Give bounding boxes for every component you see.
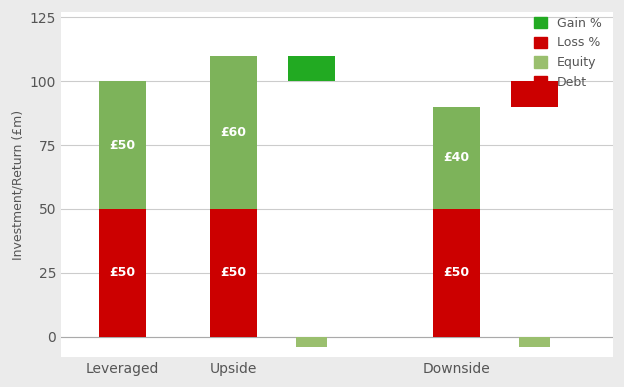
Bar [288,56,335,81]
Bar [296,337,328,347]
Legend: Gain %, Loss %, Equity, Debt: Gain %, Loss %, Equity, Debt [529,12,607,94]
Bar [99,81,145,209]
Bar [433,107,480,209]
Bar [210,56,257,209]
Bar [210,209,257,337]
Bar [433,209,480,337]
Bar [99,209,145,337]
Text: £50: £50 [109,266,135,279]
Text: 20%: 20% [297,62,327,75]
Y-axis label: Investment/Return (£m): Investment/Return (£m) [11,110,24,260]
Text: 20%: 20% [520,87,550,101]
Text: £50: £50 [221,266,247,279]
Bar [519,337,550,347]
Text: £40: £40 [444,151,470,164]
Text: £60: £60 [221,126,246,139]
Text: £50: £50 [444,266,470,279]
Text: £50: £50 [109,139,135,152]
Bar [512,81,558,107]
